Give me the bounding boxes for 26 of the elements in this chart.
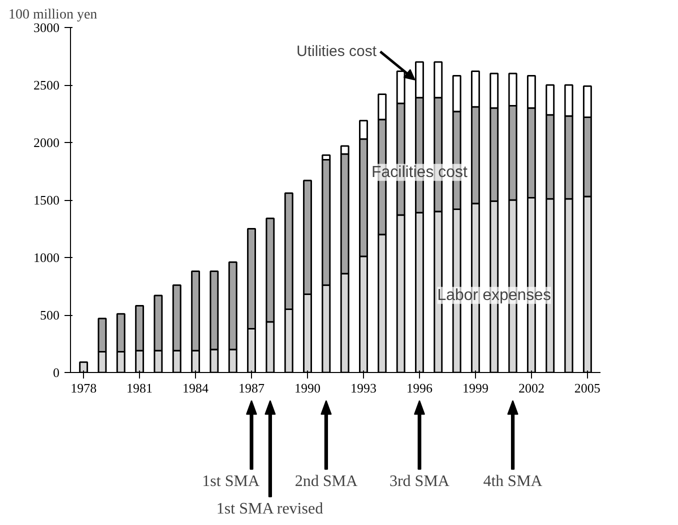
ref-line-label: 3rd SMA	[389, 473, 450, 490]
x-tick-label: 2005	[574, 380, 600, 396]
y-tick-label: 2000	[34, 135, 60, 150]
x-tick-label: 1990	[294, 380, 321, 396]
x-tick-label: 1987	[238, 380, 266, 396]
ref-line-label: 1st SMA	[202, 473, 260, 490]
y-tick-label: 1000	[34, 250, 60, 265]
ref-line-label: 1st SMA revised	[216, 500, 324, 518]
y-tick-label: 1500	[34, 192, 60, 208]
x-tick-label: 1996	[406, 380, 433, 396]
x-tick-label: 1999	[462, 380, 488, 396]
y-tick-label: 500	[40, 308, 60, 322]
series-label: Labor expenses	[437, 286, 552, 304]
x-tick-label: 2002	[518, 380, 544, 396]
ref-line-label: 2nd SMA	[294, 473, 358, 490]
y-tick-label: 0	[53, 365, 60, 380]
y-tick-label: 3000	[34, 20, 60, 35]
y-axis-title: 100 million yen	[8, 8, 98, 22]
y-tick-label: 2500	[34, 78, 60, 92]
series-label: Utilities cost	[296, 43, 378, 60]
x-tick-label: 1984	[182, 380, 210, 396]
ref-line-label: 4th SMA	[483, 473, 543, 490]
x-tick-label: 1993	[350, 380, 376, 396]
x-tick-label: 1978	[70, 380, 97, 396]
x-tick-label: 1981	[126, 380, 153, 396]
series-label: Facilities cost	[371, 164, 468, 181]
